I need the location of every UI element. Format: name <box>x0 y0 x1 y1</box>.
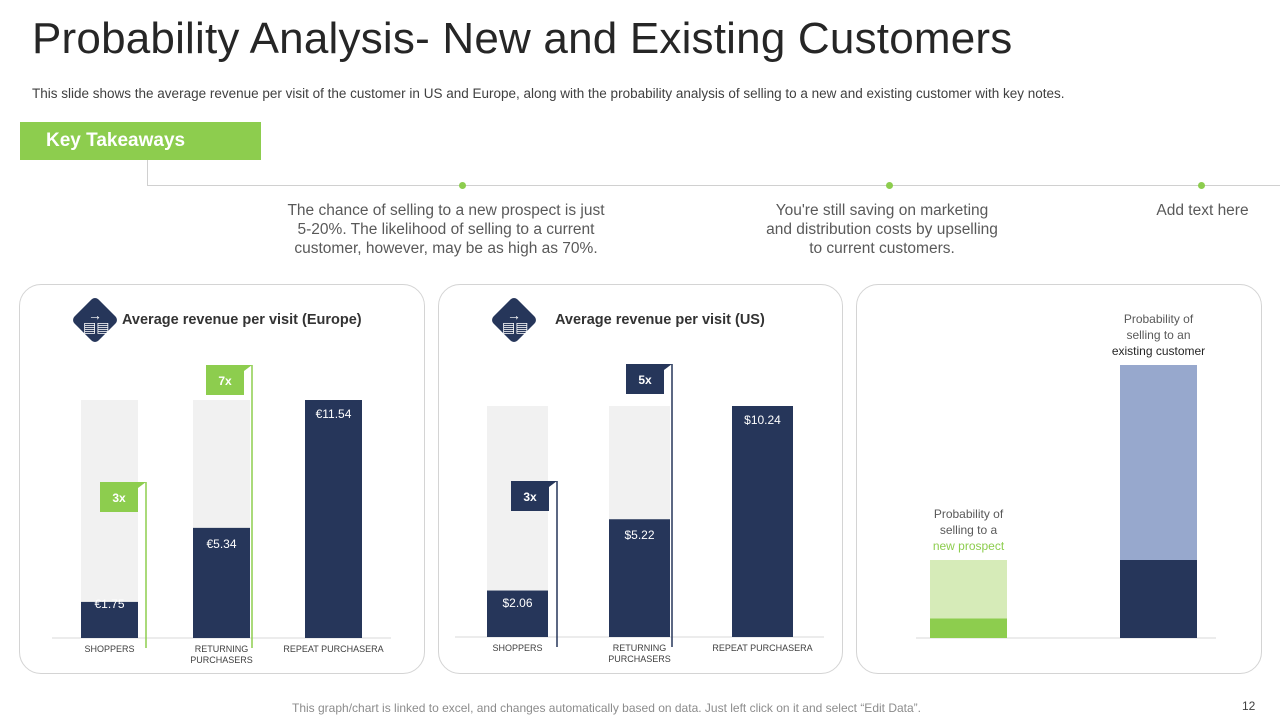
chart-icon: → ▤▤ <box>502 307 529 335</box>
eu-category-label: REPEAT PURCHASERA <box>283 644 383 654</box>
us-multiplier-label: 3x <box>523 490 537 504</box>
prob-bar-lower <box>1120 560 1197 638</box>
us-bar <box>609 519 670 637</box>
eu-bar <box>81 601 138 638</box>
prob-bar-lower <box>930 618 1007 638</box>
eu-multiplier-flag-tip <box>244 365 252 371</box>
us-category-label: PURCHASERS <box>608 654 671 664</box>
eu-multiplier-flag-tip <box>138 482 146 488</box>
eu-multiplier-flag <box>206 365 244 395</box>
footer-note: This graph/chart is linked to excel, and… <box>292 701 921 715</box>
eu-multiplier-label: 7x <box>218 374 232 388</box>
chart-title-us: Average revenue per visit (US) <box>555 312 765 328</box>
takeaway-note-1: The chance of selling to a new prospect … <box>287 202 605 257</box>
takeaway-note-3: Add text here <box>1156 202 1249 219</box>
us-value-label: $2.06 <box>502 596 532 610</box>
page-title: Probability Analysis- New and Existing C… <box>32 14 1013 63</box>
us-multiplier-label: 5x <box>638 373 652 387</box>
chart-title-europe: Average revenue per visit (Europe) <box>122 312 362 328</box>
us-category-label: SHOPPERS <box>492 643 542 653</box>
connector-line-vertical <box>147 160 148 185</box>
page-number: 12 <box>1242 699 1256 713</box>
us-value-label: $5.22 <box>624 528 654 542</box>
prob-caption-line: selling to an <box>1126 328 1190 342</box>
eu-multiplier-flag <box>100 482 138 512</box>
us-category-label: REPEAT PURCHASERA <box>712 643 812 653</box>
connector-line-horizontal <box>147 185 1280 186</box>
us-multiplier-flag <box>626 364 664 394</box>
eu-category-label: SHOPPERS <box>84 644 134 654</box>
eu-bar <box>305 400 362 638</box>
eu-value-label: €1.75 <box>94 597 124 611</box>
eu-bar <box>193 527 250 638</box>
eu-value-label: €5.34 <box>206 537 236 551</box>
key-takeaways-banner: Key Takeaways <box>20 122 261 160</box>
takeaway-note-2: You're still saving on marketing and dis… <box>766 202 998 257</box>
prob-caption-line: new prospect <box>933 539 1005 553</box>
takeaway-dot-1 <box>459 182 466 189</box>
prob-caption-line: Probability of <box>1124 312 1194 326</box>
us-value-label: $10.24 <box>744 413 781 427</box>
eu-category-label: RETURNING <box>195 644 249 654</box>
takeaway-dot-2 <box>886 182 893 189</box>
us-bar <box>487 590 548 637</box>
us-multiplier-flag <box>511 481 549 511</box>
prob-caption-line: existing customer <box>1112 344 1205 358</box>
chart-icon: → ▤▤ <box>83 307 110 335</box>
page-subtitle: This slide shows the average revenue per… <box>32 86 1065 101</box>
us-multiplier-flag-tip <box>549 481 557 487</box>
prob-caption-line: selling to a <box>940 523 998 537</box>
us-category-label: RETURNING <box>613 643 667 653</box>
eu-multiplier-label: 3x <box>112 491 126 505</box>
prob-caption-line: Probability of <box>934 507 1004 521</box>
eu-bar-track <box>81 400 138 638</box>
us-bar <box>732 406 793 637</box>
probability-chart: Probability of selling to a new prospect Pr… <box>916 312 1216 639</box>
us-multiplier-flag-tip <box>664 364 672 370</box>
eu-category-label: PURCHASERS <box>190 655 253 665</box>
takeaway-dot-3 <box>1198 182 1205 189</box>
eu-value-label: €11.54 <box>316 407 352 421</box>
